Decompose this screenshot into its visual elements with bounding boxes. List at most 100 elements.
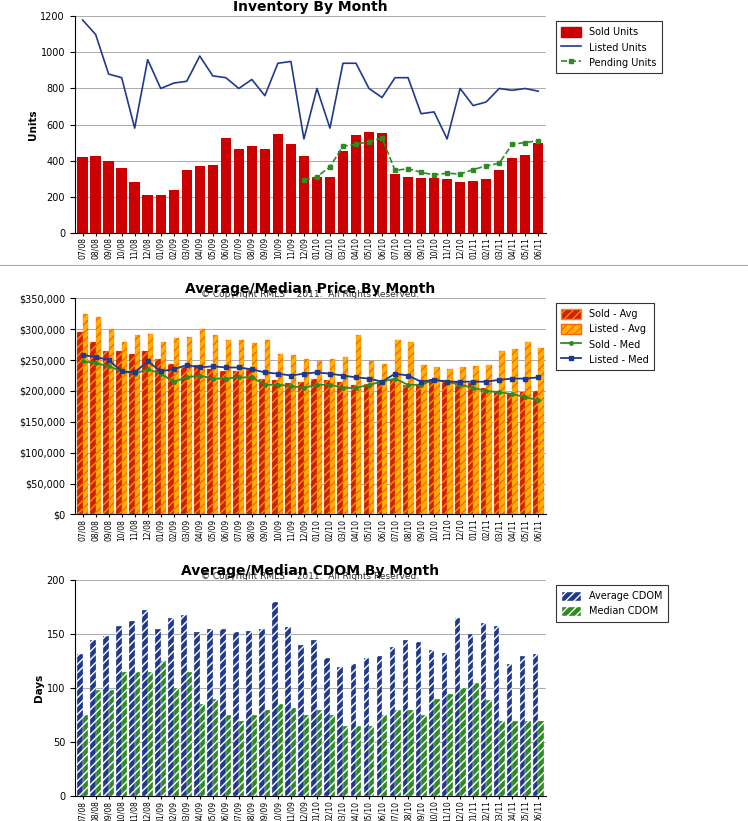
Bar: [286, 383, 291, 515]
Bar: [337, 382, 343, 515]
Bar: [468, 383, 473, 515]
Bar: [356, 335, 361, 515]
Bar: [395, 710, 400, 796]
Bar: [129, 354, 135, 515]
Bar: [298, 156, 309, 232]
Bar: [533, 391, 539, 515]
Bar: [481, 180, 491, 232]
Bar: [207, 369, 212, 515]
Bar: [252, 343, 257, 515]
Bar: [91, 342, 96, 515]
Bar: [330, 715, 335, 796]
Bar: [429, 378, 434, 515]
Bar: [539, 348, 544, 515]
Bar: [116, 626, 122, 796]
Bar: [506, 394, 512, 515]
Bar: [142, 351, 147, 515]
Bar: [221, 138, 231, 232]
Bar: [429, 177, 439, 232]
Bar: [441, 653, 447, 796]
Bar: [421, 715, 426, 796]
Bar: [239, 721, 245, 796]
Bar: [77, 157, 88, 232]
Text: © Copyright RMLS™ 2011.  All Rights Reserved.: © Copyright RMLS™ 2011. All Rights Reser…: [201, 572, 420, 581]
Bar: [506, 664, 512, 796]
Bar: [520, 155, 530, 232]
Bar: [187, 672, 192, 796]
Bar: [507, 158, 518, 232]
Bar: [330, 359, 335, 515]
Bar: [455, 182, 465, 232]
Bar: [108, 329, 114, 515]
Bar: [402, 385, 408, 515]
Bar: [194, 632, 200, 796]
Bar: [429, 650, 434, 796]
Bar: [312, 177, 322, 232]
Bar: [129, 621, 135, 796]
Bar: [200, 704, 205, 796]
Bar: [304, 715, 310, 796]
Bar: [382, 365, 387, 515]
Bar: [181, 615, 187, 796]
Bar: [447, 694, 453, 796]
Bar: [525, 721, 530, 796]
Bar: [325, 177, 335, 232]
Bar: [187, 337, 192, 515]
Bar: [91, 156, 101, 232]
Bar: [226, 715, 231, 796]
Title: Average/Median Price By Month: Average/Median Price By Month: [186, 282, 435, 296]
Bar: [142, 611, 147, 796]
Bar: [382, 715, 387, 796]
Bar: [486, 700, 491, 796]
Bar: [376, 656, 382, 796]
Bar: [156, 629, 161, 796]
Bar: [246, 369, 252, 515]
Bar: [494, 626, 499, 796]
Bar: [494, 170, 504, 232]
Bar: [265, 340, 270, 515]
Bar: [181, 368, 187, 515]
Bar: [369, 726, 375, 796]
Bar: [233, 632, 239, 796]
Bar: [142, 195, 153, 232]
Bar: [298, 382, 304, 515]
Bar: [116, 351, 122, 515]
Bar: [212, 699, 218, 796]
Bar: [252, 715, 257, 796]
Bar: [499, 351, 505, 515]
Bar: [351, 385, 356, 515]
Bar: [168, 618, 174, 796]
Bar: [390, 174, 400, 232]
Bar: [481, 388, 486, 515]
Bar: [377, 133, 387, 232]
Title: Inventory By Month: Inventory By Month: [233, 0, 387, 14]
Bar: [455, 618, 460, 796]
Bar: [273, 134, 283, 232]
Bar: [260, 629, 265, 796]
Bar: [468, 181, 479, 232]
Bar: [337, 667, 343, 796]
Bar: [207, 629, 212, 796]
Bar: [460, 368, 465, 515]
Bar: [468, 634, 473, 796]
Bar: [156, 195, 166, 232]
Bar: [117, 167, 127, 232]
Bar: [91, 640, 96, 796]
Bar: [311, 640, 317, 796]
Bar: [325, 380, 330, 515]
Bar: [533, 144, 544, 232]
Y-axis label: Days: Days: [34, 674, 44, 703]
Bar: [499, 721, 505, 796]
Bar: [364, 658, 369, 796]
Bar: [208, 165, 218, 232]
Bar: [402, 640, 408, 796]
Bar: [455, 382, 460, 515]
Bar: [317, 710, 322, 796]
Bar: [182, 170, 192, 232]
Bar: [390, 380, 395, 515]
Bar: [311, 378, 317, 515]
Bar: [272, 602, 278, 796]
Title: Average/Median CDOM By Month: Average/Median CDOM By Month: [181, 564, 440, 578]
Bar: [260, 149, 270, 232]
Bar: [272, 380, 278, 515]
